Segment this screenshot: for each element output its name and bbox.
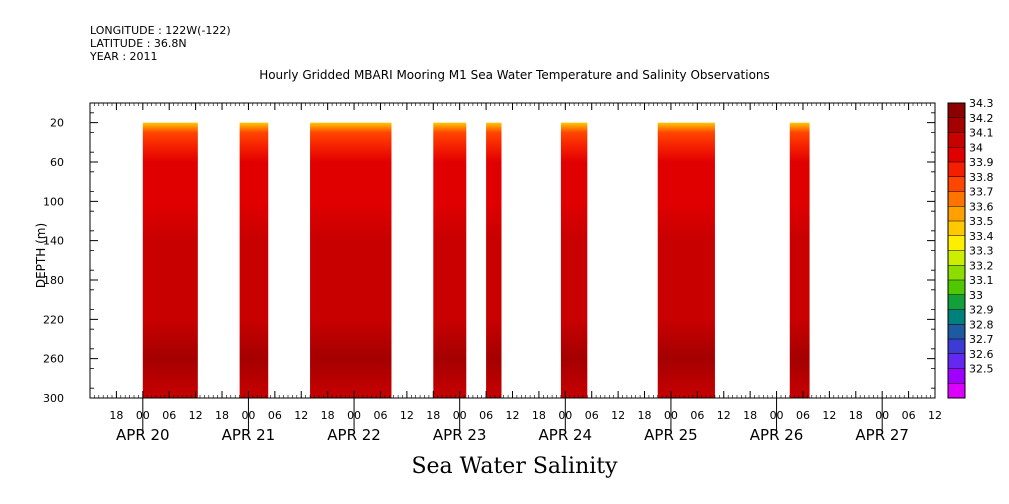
colorbar-label-14: 33	[969, 289, 983, 302]
longitude-text: LONGITUDE : 122W(-122)	[90, 24, 231, 37]
x-hour-label-28: 12	[822, 409, 836, 422]
colorbar-label-13: 33.1	[969, 274, 994, 287]
x-hour-label-3: 06	[162, 409, 176, 422]
y-tick-label-6: 220	[43, 313, 64, 326]
colorbar-label-8: 33.6	[969, 200, 994, 213]
chart-footer-title: Sea Water Salinity	[411, 454, 618, 479]
y-minor-ticks	[90, 112, 935, 389]
colorbar-label-15: 32.9	[969, 304, 994, 317]
colorbar-swatch-18	[948, 353, 965, 369]
colorbar-swatch-10	[948, 235, 965, 251]
colorbar-swatch-6	[948, 176, 965, 192]
colorbar-label-16: 32.8	[969, 318, 994, 331]
x-hour-label-11: 06	[373, 409, 387, 422]
x-hour-label-8: 12	[294, 409, 308, 422]
x-hour-label-1: 18	[109, 409, 123, 422]
colorbar-swatch-17	[948, 339, 965, 355]
data-segment-1	[142, 122, 198, 399]
colorbar-label-9: 33.5	[969, 215, 994, 228]
x-hour-label-27: 06	[796, 409, 810, 422]
x-hour-label-9: 18	[321, 409, 335, 422]
colorbar-label-6: 33.8	[969, 171, 994, 184]
x-hour-label-24: 12	[717, 409, 731, 422]
y-tick-label-3: 100	[43, 195, 64, 208]
latitude-text: LATITUDE : 36.8N	[90, 37, 187, 50]
x-hour-label-31: 06	[902, 409, 916, 422]
x-date-label-5: APR 24	[539, 426, 593, 444]
colorbar-label-11: 33.3	[969, 245, 994, 258]
x-hour-label-12: 12	[400, 409, 414, 422]
y-tick-label-8: 300	[43, 392, 64, 405]
x-date-label-8: APR 27	[855, 426, 909, 444]
colorbar-label-3: 34.1	[969, 127, 994, 140]
colorbar-swatch-5	[948, 162, 965, 178]
data-segment-4	[433, 122, 467, 399]
x-hour-label-29: 18	[849, 409, 863, 422]
x-hour-label-5: 18	[215, 409, 229, 422]
colorbar-label-4: 34	[969, 141, 983, 154]
metadata-block: LONGITUDE : 122W(-122) LATITUDE : 36.8N …	[90, 24, 231, 63]
colorbar-swatch-19	[948, 368, 965, 384]
colorbar-swatch-16	[948, 324, 965, 340]
colorbar-swatch-11	[948, 250, 965, 266]
colorbar-label-1: 34.3	[969, 97, 994, 110]
colorbar-swatch-14	[948, 294, 965, 310]
colorbar-swatch-13	[948, 280, 965, 296]
chart-title: Hourly Gridded MBARI Mooring M1 Sea Wate…	[259, 68, 770, 82]
data-segment-6	[560, 122, 588, 399]
y-tick-label-7: 260	[43, 353, 64, 366]
colorbar-label-17: 32.7	[969, 333, 994, 346]
x-hour-label-4: 12	[189, 409, 203, 422]
data-segment-5	[486, 122, 502, 399]
y-tick-label-5: 180	[43, 274, 64, 287]
colorbar-swatch-4	[948, 147, 965, 163]
colorbar-swatch-9	[948, 221, 965, 237]
x-minor-ticks	[94, 103, 931, 398]
colorbar-swatch-20	[948, 383, 965, 399]
x-hour-label-13: 18	[426, 409, 440, 422]
colorbar-label-12: 33.2	[969, 259, 994, 272]
data-segment-3	[310, 122, 392, 399]
y-tick-label-1: 20	[50, 117, 64, 130]
colorbar-label-18: 32.6	[969, 348, 994, 361]
colorbar-label-7: 33.7	[969, 186, 994, 199]
x-hour-label-32: 12	[928, 409, 942, 422]
x-hour-label-16: 12	[506, 409, 520, 422]
colorbar-label-5: 33.9	[969, 156, 994, 169]
colorbar-swatch-15	[948, 309, 965, 325]
x-hour-label-19: 06	[585, 409, 599, 422]
colorbar-label-10: 33.4	[969, 230, 994, 243]
x-hour-label-17: 18	[532, 409, 546, 422]
x-hour-label-21: 18	[638, 409, 652, 422]
colorbar-swatch-2	[948, 117, 965, 133]
colorbar-swatch-7	[948, 191, 965, 207]
x-hour-label-23: 06	[690, 409, 704, 422]
x-hour-label-20: 12	[611, 409, 625, 422]
colorbar-swatch-1	[948, 103, 965, 119]
y-tick-label-2: 60	[50, 156, 64, 169]
x-hour-label-15: 06	[479, 409, 493, 422]
colorbar-swatch-8	[948, 206, 965, 222]
colorbar-label-19: 32.5	[969, 363, 994, 376]
colorbar-swatch-12	[948, 265, 965, 281]
x-date-label-7: APR 26	[750, 426, 804, 444]
data-segment-2	[239, 122, 269, 399]
x-date-label-6: APR 25	[644, 426, 698, 444]
x-hour-label-7: 06	[268, 409, 282, 422]
x-date-label-1: APR 20	[116, 426, 170, 444]
colorbar-label-2: 34.2	[969, 112, 994, 125]
year-text: YEAR : 2011	[90, 50, 158, 63]
data-segment-8	[789, 122, 810, 399]
x-date-label-4: APR 23	[433, 426, 487, 444]
y-tick-label-4: 140	[43, 235, 64, 248]
x-date-label-2: APR 21	[222, 426, 276, 444]
colorbar-swatch-3	[948, 132, 965, 148]
data-segment-7	[657, 122, 715, 399]
x-date-label-3: APR 22	[327, 426, 381, 444]
x-hour-label-25: 18	[743, 409, 757, 422]
y-axis-label: DEPTH (m)	[34, 223, 48, 288]
